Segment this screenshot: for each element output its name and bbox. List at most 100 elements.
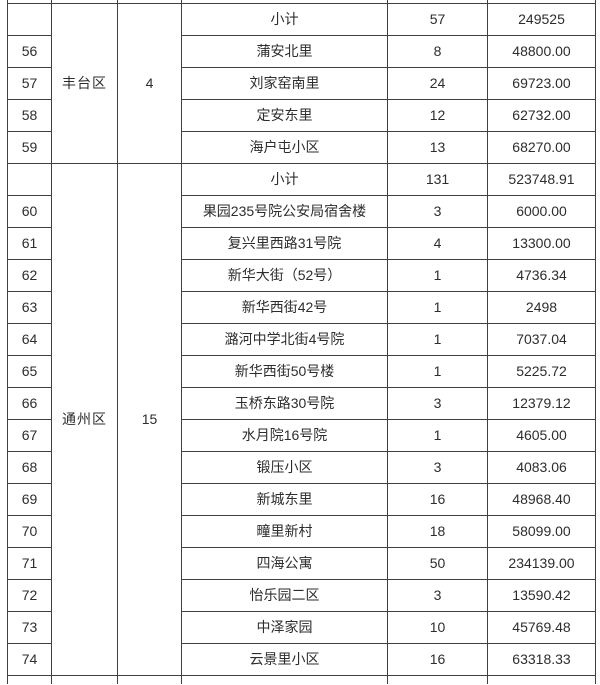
- row-number-cell: 59: [7, 130, 52, 164]
- community-name-cell: 云景里小区: [181, 642, 388, 676]
- community-name-cell: 新城东里: [181, 482, 388, 516]
- amount-cell: 4736.34: [487, 258, 596, 292]
- qty-cell: 57: [387, 2, 488, 36]
- amount-cell: 48800.00: [487, 34, 596, 68]
- amount-cell: 58099.00: [487, 514, 596, 548]
- data-table: 丰台区 4 小计 57 249525 56 蒲安北里 8 48800.00 57…: [7, 0, 596, 684]
- partial-row-bottom: [7, 674, 596, 684]
- amount-cell: 249525: [487, 2, 596, 36]
- row-number-cell: [7, 2, 52, 36]
- qty-cell: 3: [387, 578, 488, 612]
- district-cell: 丰台区: [51, 2, 118, 164]
- amount-cell: 6000.00: [487, 194, 596, 228]
- community-name-cell: 玉桥东路30号院: [181, 386, 388, 420]
- row-number-cell: 58: [7, 98, 52, 132]
- amount-cell: 45769.48: [487, 610, 596, 644]
- amount-cell: 63318.33: [487, 642, 596, 676]
- table-row: 72 怡乐园二区 3 13590.42: [7, 578, 596, 612]
- qty-cell: 16: [387, 482, 488, 516]
- qty-cell: 131: [387, 162, 488, 196]
- amount-cell: 5225.72: [487, 354, 596, 388]
- row-number-cell: 63: [7, 290, 52, 324]
- community-name-cell: 潞河中学北街4号院: [181, 322, 388, 356]
- amount-cell: 4083.06: [487, 450, 596, 484]
- partial-cell: [51, 674, 118, 684]
- qty-cell: 1: [387, 418, 488, 452]
- qty-cell: 24: [387, 66, 488, 100]
- community-name-cell: 新华西街50号楼: [181, 354, 388, 388]
- community-name-cell: 中泽家园: [181, 610, 388, 644]
- qty-cell: 13: [387, 130, 488, 164]
- community-name-cell: 蒲安北里: [181, 34, 388, 68]
- qty-cell: 1: [387, 354, 488, 388]
- row-number-cell: 73: [7, 610, 52, 644]
- table-row: 67 水月院16号院 1 4605.00: [7, 418, 596, 452]
- row-number-cell: 64: [7, 322, 52, 356]
- community-name-cell: 疃里新村: [181, 514, 388, 548]
- qty-cell: 16: [387, 642, 488, 676]
- community-name-cell: 新华大街（52号）: [181, 258, 388, 292]
- qty-cell: 1: [387, 290, 488, 324]
- partial-cell: [7, 674, 52, 684]
- table-row-subtotal: 丰台区 4 小计 57 249525: [7, 2, 596, 164]
- community-name-cell: 四海公寓: [181, 546, 388, 580]
- community-name-cell: 新华西街42号: [181, 290, 388, 324]
- table-row-subtotal: 通州区 15 小计 131 523748.91: [7, 162, 596, 676]
- row-number-cell: 65: [7, 354, 52, 388]
- partial-cell: [117, 674, 182, 684]
- row-number-cell: 69: [7, 482, 52, 516]
- table-row: 60 果园235号院公安局宿舍楼 3 6000.00: [7, 194, 596, 228]
- community-name-cell: 小计: [181, 162, 388, 196]
- qty-cell: 12: [387, 98, 488, 132]
- qty-cell: 18: [387, 514, 488, 548]
- district-count-cell: 4: [117, 2, 182, 164]
- qty-cell: 4: [387, 226, 488, 260]
- qty-cell: 3: [387, 450, 488, 484]
- community-name-cell: 怡乐园二区: [181, 578, 388, 612]
- amount-cell: 12379.12: [487, 386, 596, 420]
- amount-cell: 523748.91: [487, 162, 596, 196]
- qty-cell: 1: [387, 258, 488, 292]
- community-name-cell: 复兴里西路31号院: [181, 226, 388, 260]
- row-number-cell: 61: [7, 226, 52, 260]
- amount-cell: 68270.00: [487, 130, 596, 164]
- amount-cell: 2498: [487, 290, 596, 324]
- district-count-cell: 15: [117, 162, 182, 676]
- table-row: 64 潞河中学北街4号院 1 7037.04: [7, 322, 596, 356]
- row-number-cell: 68: [7, 450, 52, 484]
- table-row: 65 新华西街50号楼 1 5225.72: [7, 354, 596, 388]
- qty-cell: 3: [387, 386, 488, 420]
- row-number-cell: 70: [7, 514, 52, 548]
- table-row: 58 定安东里 12 62732.00: [7, 98, 596, 132]
- table-row: 74 云景里小区 16 63318.33: [7, 642, 596, 676]
- qty-cell: 50: [387, 546, 488, 580]
- table-row: 56 蒲安北里 8 48800.00: [7, 34, 596, 68]
- partial-cell: [181, 674, 388, 684]
- amount-cell: 62732.00: [487, 98, 596, 132]
- qty-cell: 3: [387, 194, 488, 228]
- row-number-cell: 57: [7, 66, 52, 100]
- row-number-cell: 71: [7, 546, 52, 580]
- amount-cell: 69723.00: [487, 66, 596, 100]
- amount-cell: 7037.04: [487, 322, 596, 356]
- community-name-cell: 果园235号院公安局宿舍楼: [181, 194, 388, 228]
- row-number-cell: 62: [7, 258, 52, 292]
- amount-cell: 4605.00: [487, 418, 596, 452]
- community-name-cell: 海户屯小区: [181, 130, 388, 164]
- district-cell: 通州区: [51, 162, 118, 676]
- table-row: 68 锻压小区 3 4083.06: [7, 450, 596, 484]
- table-row: 57 刘家窑南里 24 69723.00: [7, 66, 596, 100]
- table-row: 69 新城东里 16 48968.40: [7, 482, 596, 516]
- community-name-cell: 水月院16号院: [181, 418, 388, 452]
- row-number-cell: 74: [7, 642, 52, 676]
- table-row: 73 中泽家园 10 45769.48: [7, 610, 596, 644]
- amount-cell: 48968.40: [487, 482, 596, 516]
- table-row: 59 海户屯小区 13 68270.00: [7, 130, 596, 164]
- community-name-cell: 定安东里: [181, 98, 388, 132]
- amount-cell: 234139.00: [487, 546, 596, 580]
- table-row: 61 复兴里西路31号院 4 13300.00: [7, 226, 596, 260]
- qty-cell: 1: [387, 322, 488, 356]
- community-name-cell: 刘家窑南里: [181, 66, 388, 100]
- table-row: 66 玉桥东路30号院 3 12379.12: [7, 386, 596, 420]
